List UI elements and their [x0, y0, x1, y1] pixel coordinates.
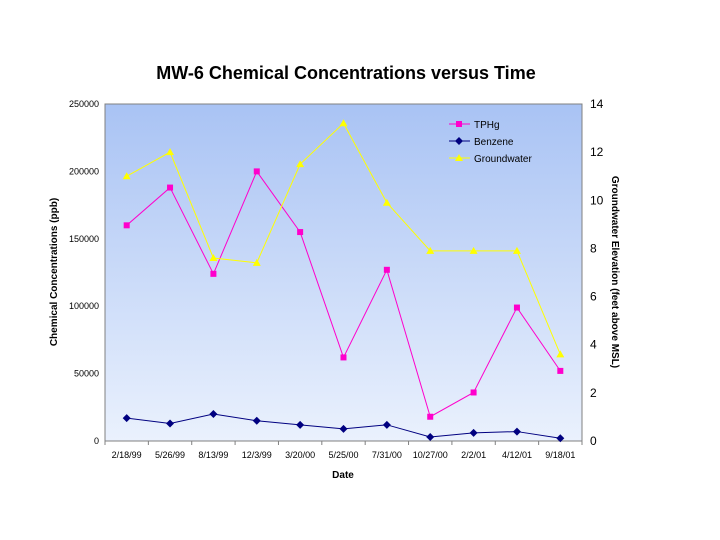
plot-area — [104, 103, 583, 442]
tphg-point — [383, 266, 390, 273]
benzene-point — [122, 414, 131, 423]
benzene-point — [382, 420, 391, 429]
left-axis: 0 50000 100000 150000 200000 250000 — [69, 99, 99, 446]
x-tick-label: 5/25/00 — [328, 450, 358, 460]
x-tick-label: 2/2/01 — [461, 450, 486, 460]
legend: TPHg Benzene Groundwater — [449, 120, 532, 165]
y2-tick-label: 4 — [590, 338, 597, 352]
x-tick-label: 8/13/99 — [198, 450, 228, 460]
tphg-point — [557, 367, 564, 374]
tphg-point — [297, 229, 304, 236]
groundwater-point — [426, 246, 435, 254]
groundwater-point — [382, 198, 391, 206]
benzene-point — [469, 428, 478, 437]
groundwater-point — [122, 172, 131, 180]
x-tick-label: 10/27/00 — [413, 450, 448, 460]
chart-title: MW-6 Chemical Concentrations versus Time — [156, 63, 535, 83]
legend-item-tphg: TPHg — [449, 120, 500, 131]
groundwater-point — [556, 350, 565, 358]
y-tick-label: 100000 — [69, 301, 99, 311]
x-axis-label: Date — [332, 470, 354, 481]
series-benzene — [122, 410, 565, 443]
y2-tick-label: 10 — [590, 193, 604, 207]
legend-item-groundwater: Groundwater — [449, 154, 532, 165]
y2-tick-label: 2 — [590, 386, 597, 400]
legend-label: TPHg — [474, 120, 500, 131]
x-tick-label: 12/3/99 — [242, 450, 272, 460]
groundwater-point — [209, 254, 218, 262]
x-tick-label: 9/18/01 — [545, 450, 575, 460]
tphg-point — [513, 304, 520, 311]
y-tick-label: 0 — [94, 436, 99, 446]
legend-swatch-marker — [456, 121, 462, 127]
groundwater-point — [469, 246, 478, 254]
benzene-point — [426, 432, 435, 441]
groundwater-point — [296, 160, 305, 168]
x-tick-label: 3/20/00 — [285, 450, 315, 460]
groundwater-point — [512, 246, 521, 254]
groundwater-point — [339, 119, 348, 127]
y2-tick-label: 12 — [590, 145, 604, 159]
tphg-point — [123, 222, 130, 229]
y2-tick-label: 8 — [590, 241, 597, 255]
benzene-point — [252, 416, 261, 425]
benzene-point — [209, 410, 218, 419]
tphg-point — [253, 168, 260, 175]
groundwater-point — [166, 148, 175, 156]
x-tick-label: 4/12/01 — [502, 450, 532, 460]
series-tphg — [123, 168, 564, 420]
legend-item-benzene: Benzene — [449, 137, 514, 148]
tphg-point — [210, 270, 217, 277]
y2-tick-label: 14 — [590, 97, 604, 111]
benzene-point — [166, 419, 175, 428]
legend-label: Benzene — [474, 137, 514, 148]
y-tick-label: 50000 — [74, 369, 99, 379]
y2-tick-label: 0 — [590, 434, 597, 448]
benzene-point — [512, 427, 521, 436]
x-tick-label: 5/26/99 — [155, 450, 185, 460]
legend-swatch-marker — [455, 154, 463, 161]
right-axis: 0 2 4 6 8 10 12 14 — [590, 97, 604, 448]
x-axis: 2/18/99 5/26/99 8/13/99 12/3/99 3/20/00 5/25/… — [104, 441, 583, 460]
x-tick-label: 2/18/99 — [112, 450, 142, 460]
legend-swatch-marker — [455, 137, 463, 145]
tphg-point — [470, 389, 477, 396]
tphg-point — [167, 184, 174, 191]
benzene-point — [339, 424, 348, 433]
y-axis-label: Chemical Concentrations (ppb) — [49, 198, 60, 346]
legend-label: Groundwater — [474, 154, 532, 165]
series-groundwater — [122, 119, 565, 358]
y-tick-label: 150000 — [69, 234, 99, 244]
benzene-point — [296, 420, 305, 429]
y-tick-label: 200000 — [69, 166, 99, 176]
groundwater-point — [252, 258, 261, 266]
tphg-point — [427, 413, 434, 420]
x-tick-label: 7/31/00 — [372, 450, 402, 460]
y2-axis-label: Groundwater Elevation (feet above MSL) — [609, 176, 620, 368]
series-layer — [122, 119, 565, 443]
y2-tick-label: 6 — [590, 290, 597, 304]
tphg-point — [340, 354, 347, 361]
y-tick-label: 250000 — [69, 99, 99, 109]
benzene-point — [556, 434, 565, 443]
